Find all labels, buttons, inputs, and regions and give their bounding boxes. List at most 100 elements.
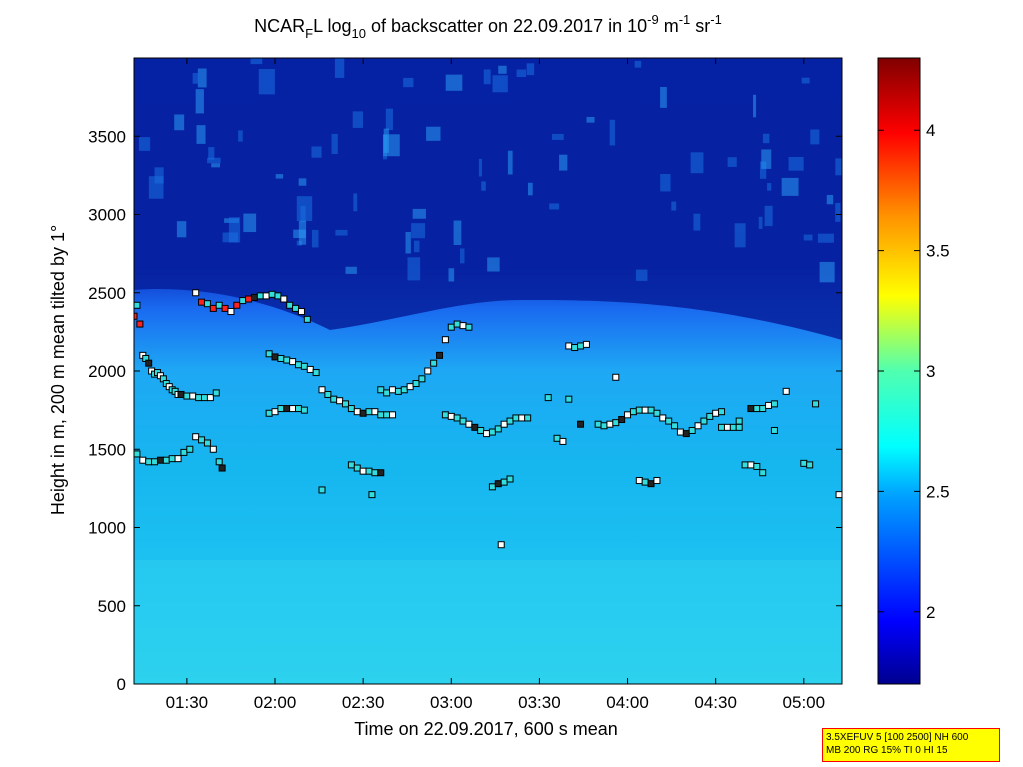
cloud-base-marker [497, 541, 505, 549]
cloud-base-marker [835, 491, 842, 499]
cloud-base-marker [765, 401, 773, 409]
speckle [526, 63, 535, 76]
cloud-base-marker [245, 295, 253, 303]
speckle [810, 129, 820, 145]
speckle [211, 163, 221, 168]
colorbar-ticks: 2 2.5 3 3.5 4 [878, 121, 950, 622]
cloud-base-marker [271, 353, 279, 361]
cloud-base-marker [759, 469, 767, 477]
cloud-base-marker [447, 412, 455, 420]
speckle [385, 108, 393, 131]
y-tick-label: 0 [117, 675, 126, 694]
speckle [238, 130, 243, 142]
cloud-base-marker [383, 411, 391, 419]
cloud-base-marker [303, 315, 311, 323]
speckle [478, 158, 482, 177]
speckle [734, 223, 746, 248]
cloud-base-marker [712, 409, 720, 417]
cloud-base-marker [488, 428, 496, 436]
cloud-base-marker [265, 409, 273, 417]
cloud-base-marker [665, 417, 673, 425]
cloud-base-marker [134, 450, 141, 458]
speckle [243, 213, 257, 233]
cloud-base-marker [653, 409, 661, 417]
cloud-base-marker [134, 301, 141, 309]
cloud-base-marker [300, 362, 308, 370]
cloud-base-marker [295, 361, 303, 369]
cloud-base-marker [729, 423, 737, 431]
cloud-base-marker [365, 408, 373, 416]
cloud-base-marker [212, 389, 220, 397]
cloud-base-marker [441, 336, 449, 344]
cloud-base-marker [512, 414, 520, 422]
cloud-base-marker [306, 365, 314, 373]
cloud-base-marker [453, 320, 461, 328]
speckle [753, 94, 757, 118]
speckle [138, 137, 151, 151]
cloud-base-marker [759, 405, 767, 413]
cloud-base-marker [400, 386, 408, 394]
cloud-base-marker [177, 390, 185, 398]
speckle [764, 205, 773, 227]
x-tick-label: 04:30 [694, 693, 737, 712]
speckle [835, 158, 842, 176]
x-tick-label: 03:00 [430, 693, 473, 712]
cloud-base-marker [565, 395, 573, 403]
speckle [208, 147, 215, 160]
cloud-base-marker [723, 423, 731, 431]
speckle [345, 266, 357, 274]
colorbar [877, 57, 921, 685]
cloud-base-marker [747, 405, 755, 413]
cloud-base-marker [239, 297, 247, 305]
cloud-base-marker [162, 456, 170, 464]
cloud-base-marker [277, 405, 285, 413]
cloud-base-marker [447, 323, 455, 331]
cloud-base-marker [641, 478, 649, 486]
cloud-base-marker [800, 459, 808, 467]
cloud-base-marker [215, 458, 223, 466]
cloud-base-marker [577, 420, 585, 428]
cloud-base-marker [192, 433, 200, 441]
speckle [693, 213, 701, 231]
speckle [551, 133, 564, 140]
cloud-base-marker [500, 478, 508, 486]
speckle [453, 220, 462, 246]
speckle [767, 183, 772, 191]
cloud-base-marker [635, 406, 643, 414]
speckle [405, 231, 411, 254]
cloud-base-marker [136, 320, 144, 328]
cloud-base-marker [289, 405, 297, 413]
speckle [413, 240, 420, 253]
y-tick-label: 3000 [88, 206, 126, 225]
speckle [634, 60, 642, 68]
speckle [481, 181, 486, 191]
cloud-base-marker [647, 406, 655, 414]
cloud-base-marker [359, 409, 367, 417]
cloud-base-marker [577, 342, 585, 350]
y-tick-label: 1500 [88, 440, 126, 459]
cloud-base-marker [201, 394, 209, 402]
cloud-base-marker [594, 420, 602, 428]
cloud-base-marker [441, 411, 449, 419]
chart-title: NCARFL log10 of backscatter on 22.09.201… [254, 12, 722, 41]
cloud-base-marker [371, 408, 379, 416]
cloud-base-marker [168, 455, 176, 463]
y-tick-label: 3500 [88, 127, 126, 146]
cloud-base-marker [250, 293, 258, 301]
x-tick-label: 02:30 [342, 693, 385, 712]
cloud-base-marker [606, 420, 614, 428]
speckle [586, 116, 595, 123]
cloud-base-marker [647, 480, 655, 488]
cloud-base-marker [134, 312, 138, 320]
speckle [817, 233, 834, 243]
cloud-base-marker [277, 354, 285, 362]
cloud-base-marker [735, 423, 743, 431]
speckle [298, 178, 307, 186]
speckle [192, 73, 199, 84]
speckle [483, 69, 491, 85]
cloud-base-marker [653, 477, 661, 485]
cloud-base-marker [283, 356, 291, 364]
cloud-base-marker [483, 430, 491, 438]
cloud-base-marker [453, 414, 461, 422]
